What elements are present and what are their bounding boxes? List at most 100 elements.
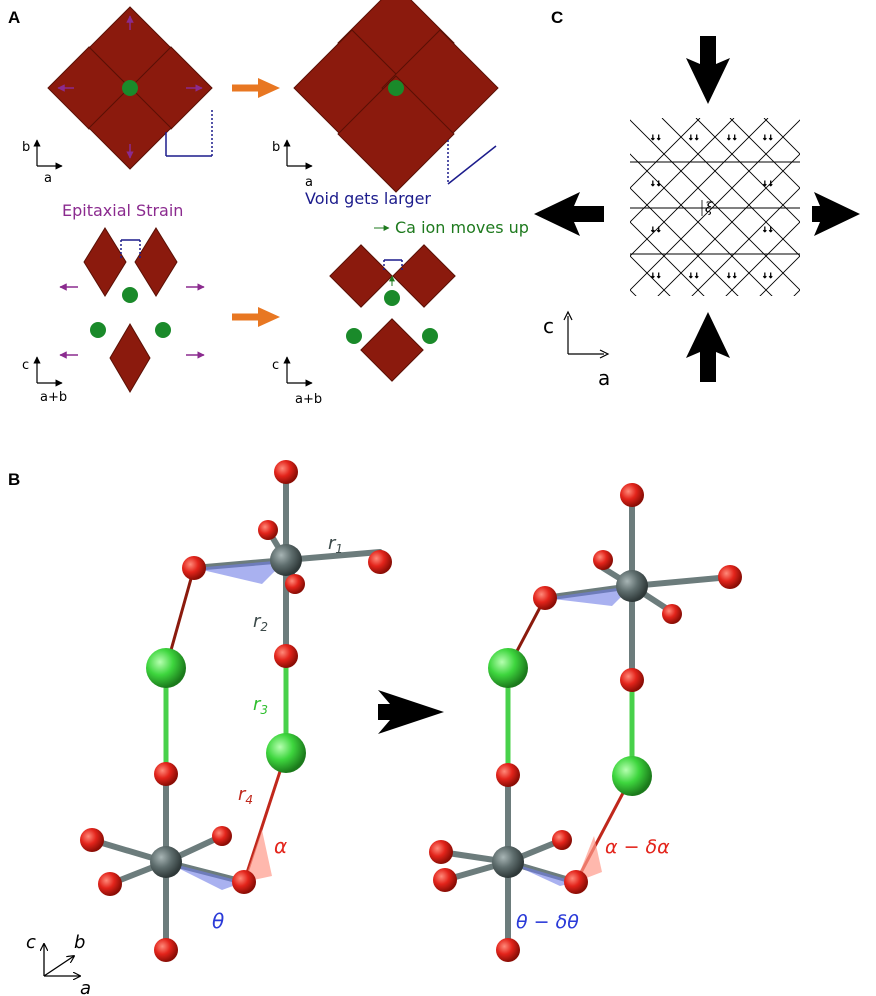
oxygen-atom — [212, 826, 232, 846]
void-outline-top-left — [165, 110, 213, 157]
compression-arrow-bottom — [686, 312, 730, 382]
structure-before — [80, 460, 392, 962]
process-arrow-bottom — [232, 307, 280, 327]
metal-atom — [150, 846, 182, 878]
ca-ion — [346, 328, 362, 344]
caption-void-larger: Void gets larger — [305, 189, 431, 208]
octahedron — [360, 318, 424, 382]
lattice-small-arrows: ↓↓ ↓↓ ↓↓ ↓↓ ↓↓ ↓↓ ↓↓ ↓↓ ↓↓ ↓↓ ↓↓ ↓↓ — [650, 134, 774, 281]
axis-c-label: c — [543, 314, 554, 338]
panel-a-label: A — [8, 8, 21, 27]
void-outline-bottom-left — [120, 239, 141, 260]
ca-ion — [384, 290, 400, 306]
axes-c-a — [563, 310, 610, 359]
strain-arrows-top — [57, 15, 203, 159]
oxygen-atom — [368, 550, 392, 574]
r4-label: r4 — [238, 784, 253, 807]
axis-b-label: b — [22, 140, 30, 155]
r3-label: r3 — [253, 694, 268, 717]
void-outline-bottom-right — [383, 259, 403, 272]
oxygen-atom — [496, 763, 520, 787]
oxygen-atom — [552, 830, 572, 850]
axis-b-label: b — [74, 932, 85, 953]
calcium-atom — [488, 648, 528, 688]
xi-label: ξ — [705, 200, 714, 216]
tension-arrow-left — [534, 192, 604, 236]
svg-text:↓↓: ↓↓ — [650, 272, 662, 280]
axis-c-label: c — [272, 358, 279, 373]
axis-a-label: a — [80, 978, 91, 996]
axes-c-ab-left — [33, 356, 63, 387]
void-outline-top-right — [447, 140, 497, 185]
svg-text:↓↓: ↓↓ — [688, 134, 700, 142]
oxygen-atom — [564, 870, 588, 894]
caption-epitaxial-strain: Epitaxial Strain — [62, 201, 184, 220]
metal-atom — [270, 544, 302, 576]
panel-b-label: B — [8, 470, 21, 489]
panel-b-diagram: r1 r2 r3 r4 α θ — [26, 460, 742, 996]
octahedra-bottom-left — [83, 227, 178, 393]
octahedron — [83, 227, 127, 297]
calcium-atom — [612, 756, 652, 796]
oxygen-atom — [232, 870, 256, 894]
theta-label: θ — [212, 909, 224, 933]
theta-wedge-top — [194, 560, 286, 584]
alpha-label: α — [274, 834, 287, 858]
oxygen-atom — [429, 840, 453, 864]
octahedron — [329, 244, 393, 308]
svg-text:↓↓: ↓↓ — [650, 134, 662, 142]
axis-ab-label: a+b — [295, 392, 322, 407]
axis-c-label: c — [22, 358, 29, 373]
axis-ab-label: a+b — [40, 390, 67, 405]
octahedron — [337, 75, 455, 193]
caption-ca-moves-up: Ca ion moves up — [395, 218, 529, 237]
axes-ba-left — [33, 139, 63, 170]
svg-text:↓↓: ↓↓ — [650, 180, 662, 188]
svg-text:↓↓: ↓↓ — [726, 134, 738, 142]
axis-b-label: b — [272, 140, 280, 155]
axes-ba-right — [283, 139, 313, 170]
oxygen-atom — [662, 604, 682, 624]
axis-a-label: a — [598, 366, 610, 390]
octahedron — [134, 227, 178, 297]
axis-c-label: c — [26, 932, 36, 953]
panel-c-diagram: ↓↓ ↓↓ ↓↓ ↓↓ ↓↓ ↓↓ ↓↓ ↓↓ ↓↓ ↓↓ ↓↓ ↓↓ ξ c a — [534, 36, 860, 390]
panel-a-diagram: b a b a c — [22, 0, 499, 407]
svg-text:↓↓: ↓↓ — [762, 272, 774, 280]
oxygen-atom — [718, 565, 742, 589]
axis-a-label: a — [305, 175, 313, 190]
lattice-grid — [630, 118, 800, 296]
oxygen-atom — [154, 938, 178, 962]
octahedra-bottom-right — [329, 244, 456, 382]
calcium-atom — [266, 733, 306, 773]
oxygen-atom — [182, 556, 206, 580]
ca-ion — [122, 80, 138, 96]
svg-text:↓↓: ↓↓ — [762, 180, 774, 188]
octahedron — [88, 86, 172, 170]
r2-label: r2 — [253, 611, 268, 634]
oxygen-atom — [496, 938, 520, 962]
theta-wedge — [166, 862, 244, 890]
svg-text:↓↓: ↓↓ — [762, 226, 774, 234]
alpha-minus-label: α − δα — [605, 836, 670, 858]
metal-atom — [616, 570, 648, 602]
oxygen-atom — [80, 828, 104, 852]
oxygen-atom — [98, 872, 122, 896]
structure-after — [429, 483, 742, 962]
oxygen-atom — [620, 483, 644, 507]
panel-c-label: C — [551, 8, 564, 27]
calcium-atom — [146, 648, 186, 688]
oxygen-atom — [533, 586, 557, 610]
octahedron — [392, 244, 456, 308]
metal-atom — [492, 846, 524, 878]
octahedra-top-right — [293, 0, 499, 193]
octahedron — [109, 323, 151, 393]
oxygen-atom — [274, 460, 298, 484]
oxygen-atom — [258, 520, 278, 540]
ca-ion — [122, 287, 138, 303]
r1-label: r1 — [328, 533, 343, 556]
oxygen-atom — [154, 762, 178, 786]
oxygen-atom — [285, 574, 305, 594]
ca-ion — [422, 328, 438, 344]
process-arrow-top — [232, 78, 280, 98]
